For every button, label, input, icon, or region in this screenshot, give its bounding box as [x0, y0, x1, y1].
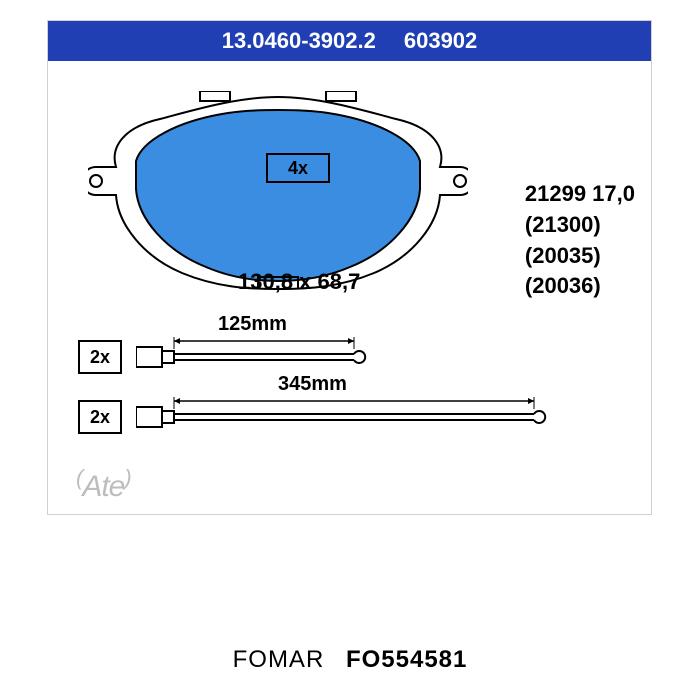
wva-line2: (21300) — [525, 210, 635, 241]
spec-card: 13.0460-3902.2 603902 4x 130,8 x — [47, 20, 652, 515]
ate-logo-text: Ate — [82, 470, 124, 503]
sensor1-drawing — [136, 337, 376, 377]
brake-pad-svg — [88, 91, 468, 291]
wva-line4: (20036) — [525, 271, 635, 302]
sensor1-length: 125mm — [218, 313, 287, 336]
sensor2-qty: 2x — [90, 407, 110, 428]
caption: FOMAR FO554581 — [0, 646, 700, 674]
sensor2-length: 345mm — [278, 373, 347, 396]
wva-line1: 21299 17,0 — [525, 179, 635, 210]
sensor-row-2: 2x 345mm — [78, 397, 556, 437]
sensor2-qty-box: 2x — [78, 400, 122, 434]
sensor1-qty: 2x — [90, 347, 110, 368]
pad-dimensions: 130,8 x 68,7 — [238, 269, 360, 295]
pad-qty-label: 4x — [288, 158, 308, 179]
diagram-area: 4x 130,8 x 68,7 21299 17,0 (21300) (2003… — [48, 61, 651, 514]
ate-logo: (Ate) — [76, 465, 131, 504]
caption-part: FO554581 — [346, 646, 467, 673]
header-code-a: 13.0460-3902.2 — [222, 28, 376, 54]
brake-pad-drawing: 4x 130,8 x 68,7 — [88, 91, 468, 291]
sensor2-drawing — [136, 397, 556, 437]
sensor1-qty-box: 2x — [78, 340, 122, 374]
header-bar: 13.0460-3902.2 603902 — [48, 21, 651, 61]
sensor-row-1: 2x 125mm — [78, 337, 376, 377]
caption-brand: FOMAR — [233, 646, 325, 673]
wva-numbers: 21299 17,0 (21300) (20035) (20036) — [525, 179, 635, 302]
pad-qty-box: 4x — [266, 153, 330, 183]
header-code-b: 603902 — [404, 28, 477, 54]
wva-line3: (20035) — [525, 241, 635, 272]
